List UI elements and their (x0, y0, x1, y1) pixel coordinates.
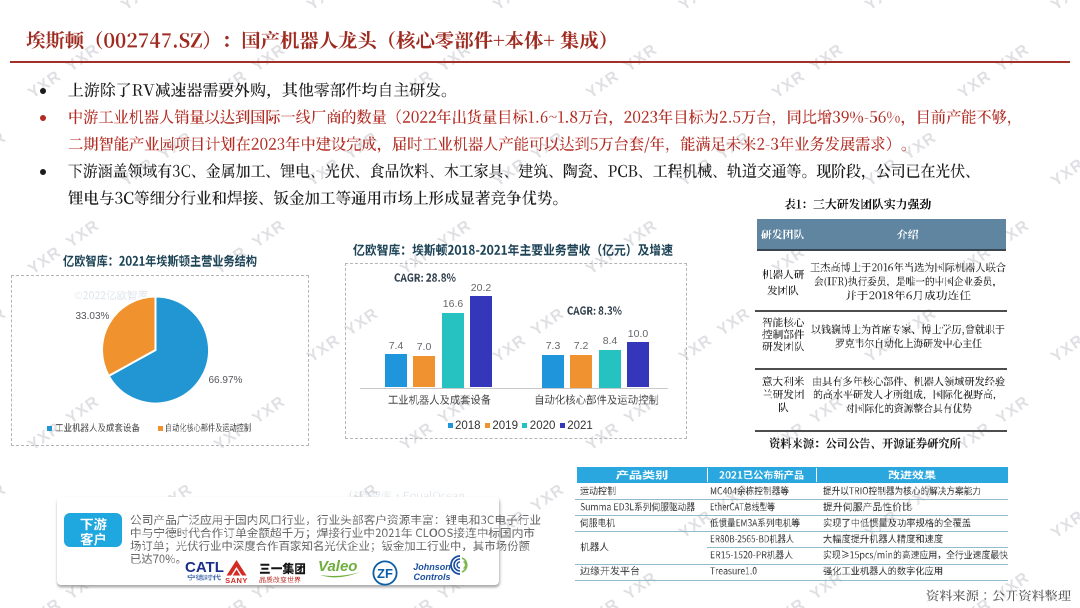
svg-text:SANY: SANY (225, 576, 248, 585)
svg-text:ZF: ZF (377, 566, 393, 581)
svg-text:Valeo: Valeo (318, 558, 357, 575)
